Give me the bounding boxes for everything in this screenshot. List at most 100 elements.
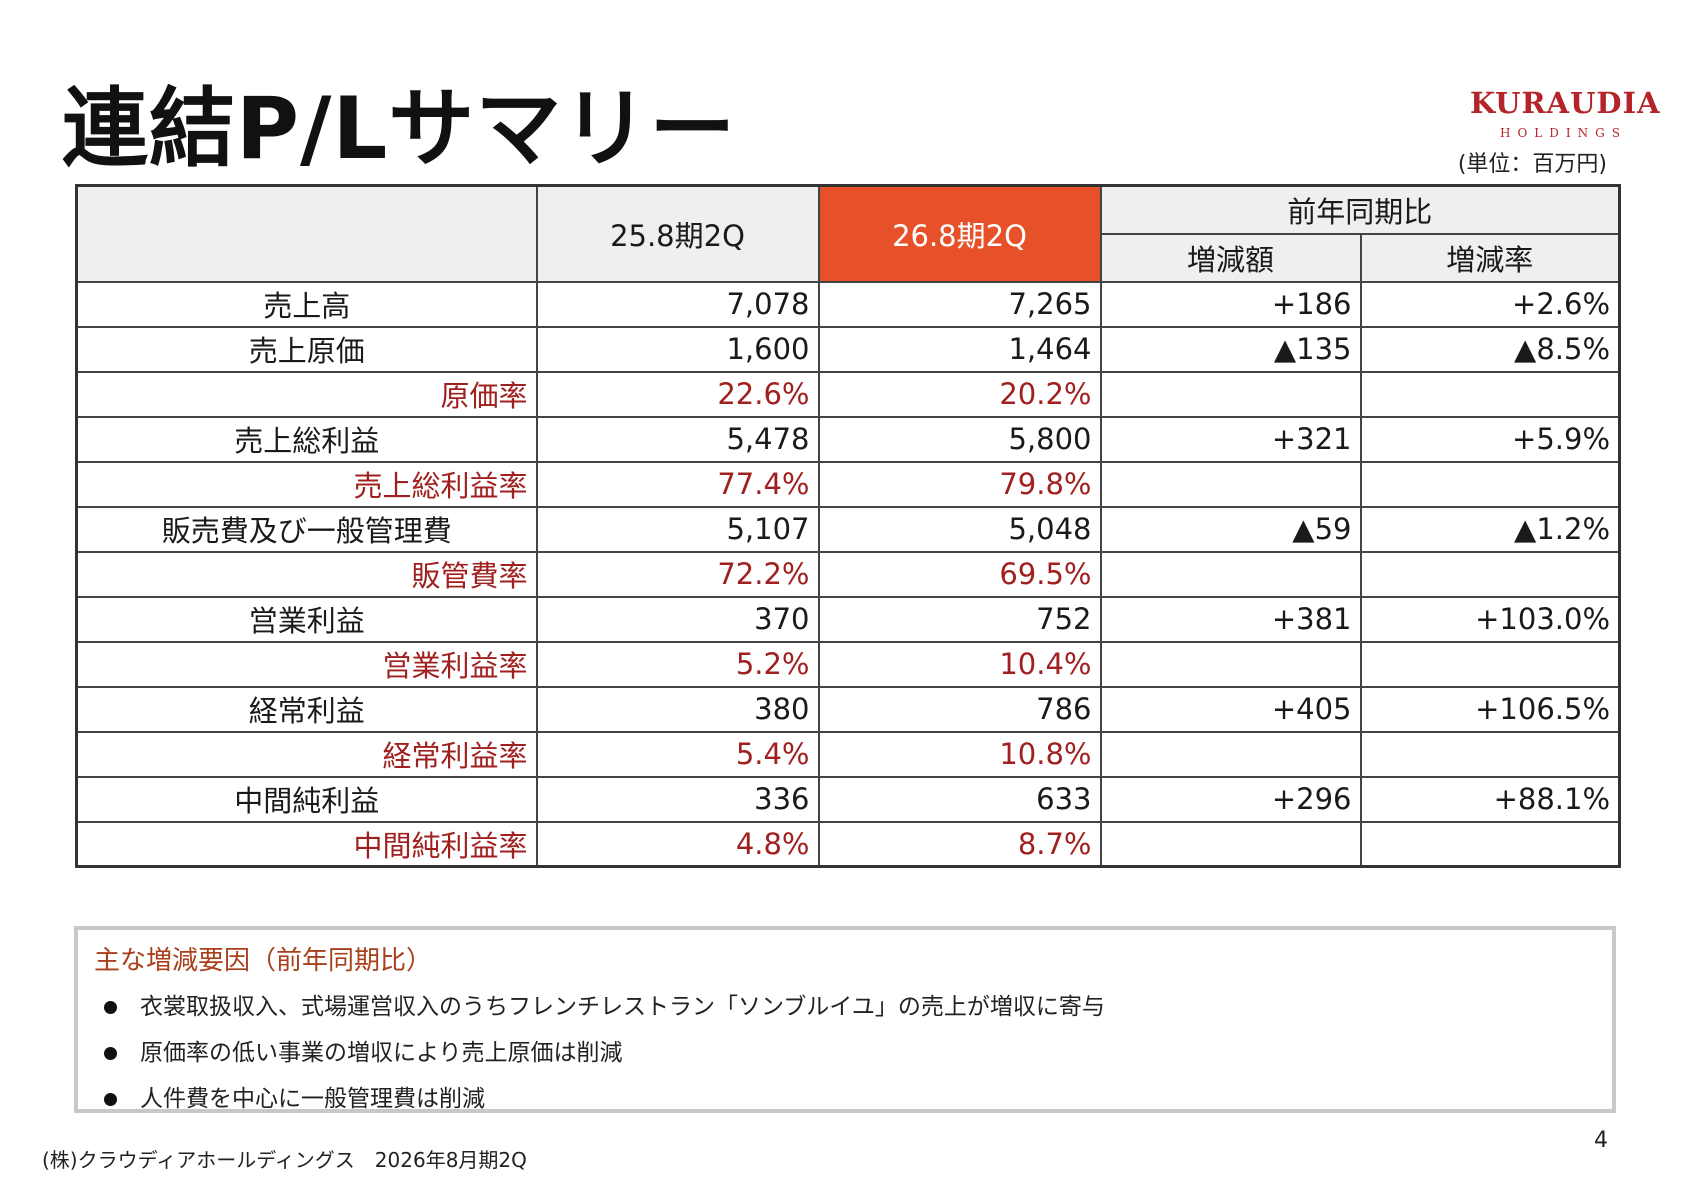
row-label: 営業利益 xyxy=(75,595,538,643)
cell-rate: +2.6% xyxy=(1359,280,1621,328)
logo-sub-text: HOLDINGS xyxy=(1500,126,1627,140)
cell-prev: 5.4% xyxy=(535,730,820,778)
cell-rate: +5.9% xyxy=(1359,415,1621,463)
row-label: 売上原価 xyxy=(75,325,538,373)
logo-main-text: KURAUDIA xyxy=(1470,86,1661,120)
table-row: 売上高 7,078 7,265 +186 +2.6% xyxy=(75,280,1621,328)
cell-prev: 5.2% xyxy=(535,640,820,688)
cell-rate: +88.1% xyxy=(1359,775,1621,823)
table-row-ratio: 営業利益率 5.2% 10.4% xyxy=(75,640,1621,688)
cell-rate xyxy=(1359,460,1621,508)
row-label: 売上総利益 xyxy=(75,415,538,463)
table-row: 売上総利益 5,478 5,800 +321 +5.9% xyxy=(75,415,1621,463)
row-label: 営業利益率 xyxy=(75,640,538,688)
row-label: 経常利益 xyxy=(75,685,538,733)
factor-text: 衣裳取扱収入、式場運営収入のうちフレンチレストラン「ソンブルイユ」の売上が増収に… xyxy=(140,994,1105,1020)
cell-curr: 10.4% xyxy=(817,640,1102,688)
table-row: 販売費及び一般管理費 5,107 5,048 ▲59 ▲1.2% xyxy=(75,505,1621,553)
factor-text: 人件費を中心に一般管理費は削減 xyxy=(140,1086,485,1112)
header-rate: 増減率 xyxy=(1359,232,1621,283)
cell-curr: 1,464 xyxy=(817,325,1102,373)
table-row: 経常利益 380 786 +405 +106.5% xyxy=(75,685,1621,733)
cell-prev: 1,600 xyxy=(535,325,820,373)
row-label: 販売費及び一般管理費 xyxy=(75,505,538,553)
cell-prev: 370 xyxy=(535,595,820,643)
cell-rate xyxy=(1359,640,1621,688)
cell-curr: 79.8% xyxy=(817,460,1102,508)
cell-curr: 752 xyxy=(817,595,1102,643)
page-number: 4 xyxy=(1594,1128,1608,1153)
cell-diff xyxy=(1099,460,1362,508)
key-factors-title: 主な増減要因（前年同期比） xyxy=(94,946,433,976)
factor-text: 原価率の低い事業の増収により売上原価は削減 xyxy=(140,1040,623,1066)
cell-prev: 72.2% xyxy=(535,550,820,598)
cell-diff: +405 xyxy=(1099,685,1362,733)
cell-rate xyxy=(1359,370,1621,418)
unit-label: (単位：百万円) xyxy=(1457,152,1607,177)
table-row: 中間純利益 336 633 +296 +88.1% xyxy=(75,775,1621,823)
cell-curr: 5,048 xyxy=(817,505,1102,553)
cell-rate xyxy=(1359,730,1621,778)
list-item: 人件費を中心に一般管理費は削減 xyxy=(94,1076,1105,1122)
cell-diff: +381 xyxy=(1099,595,1362,643)
cell-diff: ▲135 xyxy=(1099,325,1362,373)
row-label: 中間純利益率 xyxy=(75,820,538,868)
bullet-icon xyxy=(104,1093,117,1106)
cell-curr: 7,265 xyxy=(817,280,1102,328)
cell-diff: +296 xyxy=(1099,775,1362,823)
table-row-ratio: 原価率 22.6% 20.2% xyxy=(75,370,1621,418)
pl-summary-table: 25.8期2Q 26.8期2Q 前年同期比 増減額 増減率 売上高 7,078 … xyxy=(75,184,1622,868)
cell-curr: 20.2% xyxy=(817,370,1102,418)
cell-prev: 22.6% xyxy=(535,370,820,418)
row-label: 販管費率 xyxy=(75,550,538,598)
row-label: 中間純利益 xyxy=(75,775,538,823)
cell-diff: +186 xyxy=(1099,280,1362,328)
table-row: 営業利益 370 752 +381 +103.0% xyxy=(75,595,1621,643)
table-row-ratio: 経常利益率 5.4% 10.8% xyxy=(75,730,1621,778)
cell-curr: 10.8% xyxy=(817,730,1102,778)
cell-rate: ▲8.5% xyxy=(1359,325,1621,373)
row-label: 売上高 xyxy=(75,280,538,328)
cell-prev: 4.8% xyxy=(535,820,820,868)
cell-diff: ▲59 xyxy=(1099,505,1362,553)
table-row-ratio: 販管費率 72.2% 69.5% xyxy=(75,550,1621,598)
cell-diff xyxy=(1099,370,1362,418)
header-empty xyxy=(75,184,538,283)
cell-prev: 336 xyxy=(535,775,820,823)
cell-curr: 8.7% xyxy=(817,820,1102,868)
cell-curr: 5,800 xyxy=(817,415,1102,463)
header-yoy: 前年同期比 xyxy=(1099,184,1621,235)
company-logo: KURAUDIA HOLDINGS xyxy=(1470,86,1660,146)
cell-diff xyxy=(1099,730,1362,778)
cell-curr: 69.5% xyxy=(817,550,1102,598)
cell-prev: 5,107 xyxy=(535,505,820,553)
cell-rate xyxy=(1359,550,1621,598)
cell-curr: 786 xyxy=(817,685,1102,733)
cell-prev: 380 xyxy=(535,685,820,733)
header-prev-period: 25.8期2Q xyxy=(535,184,820,283)
header-current-period: 26.8期2Q xyxy=(817,184,1102,283)
row-label: 売上総利益率 xyxy=(75,460,538,508)
table-row-ratio: 売上総利益率 77.4% 79.8% xyxy=(75,460,1621,508)
cell-diff xyxy=(1099,550,1362,598)
header-diff: 増減額 xyxy=(1099,232,1362,283)
row-label: 原価率 xyxy=(75,370,538,418)
table-row: 売上原価 1,600 1,464 ▲135 ▲8.5% xyxy=(75,325,1621,373)
page-title: 連結P/Lサマリー xyxy=(62,79,737,179)
cell-curr: 633 xyxy=(817,775,1102,823)
table-row-ratio: 中間純利益率 4.8% 8.7% xyxy=(75,820,1621,868)
cell-diff xyxy=(1099,820,1362,868)
cell-prev: 7,078 xyxy=(535,280,820,328)
cell-rate xyxy=(1359,820,1621,868)
footer-company: (株)クラウディアホールディングス 2026年8月期2Q xyxy=(42,1148,527,1172)
list-item: 衣裳取扱収入、式場運営収入のうちフレンチレストラン「ソンブルイユ」の売上が増収に… xyxy=(94,984,1105,1030)
key-factors-list: 衣裳取扱収入、式場運営収入のうちフレンチレストラン「ソンブルイユ」の売上が増収に… xyxy=(94,984,1105,1122)
cell-prev: 77.4% xyxy=(535,460,820,508)
cell-rate: +106.5% xyxy=(1359,685,1621,733)
key-factors-box: 主な増減要因（前年同期比） 衣裳取扱収入、式場運営収入のうちフレンチレストラン「… xyxy=(74,926,1616,1113)
cell-rate: +103.0% xyxy=(1359,595,1621,643)
cell-rate: ▲1.2% xyxy=(1359,505,1621,553)
bullet-icon xyxy=(104,1047,117,1060)
bullet-icon xyxy=(104,1001,117,1014)
cell-diff: +321 xyxy=(1099,415,1362,463)
